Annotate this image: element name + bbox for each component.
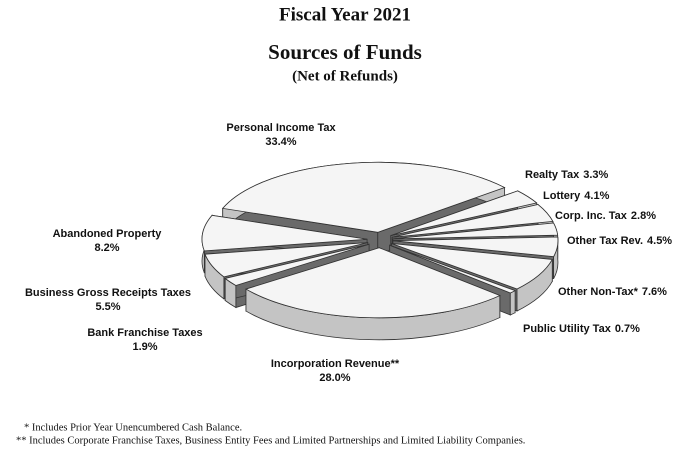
slice-label: Lottery (543, 190, 581, 202)
value-label: 8.2% (94, 242, 119, 254)
slice-label: Other Tax Rev. (567, 235, 643, 247)
slice-label: Bank Franchise Taxes (87, 327, 202, 339)
slice-label: Other Non-Tax* (558, 286, 639, 298)
chart-note: (Net of Refunds) (292, 68, 398, 84)
slice-label: Personal Income Tax (226, 122, 336, 134)
slice-label: Incorporation Revenue** (271, 358, 400, 370)
value-label: 0.7% (615, 323, 640, 335)
slice (221, 161, 506, 233)
value-label: 5.5% (95, 301, 120, 313)
slice-label: Realty Tax (525, 169, 580, 181)
slice-label: Corp. Inc. Tax (555, 210, 628, 222)
chart-subtitle: Sources of Funds (268, 40, 422, 64)
slice (204, 242, 368, 278)
slice (245, 247, 501, 319)
slice (392, 236, 559, 258)
value-label: 3.3% (583, 169, 608, 181)
slice (392, 222, 559, 240)
slice-label: Public Utility Tax (523, 323, 612, 335)
pie (201, 161, 559, 341)
labels: Personal Income Tax 33.4% Realty Tax 3.3%Lo… (25, 122, 672, 384)
chart-title: Fiscal Year 2021 (279, 4, 411, 25)
footnote: * Includes Prior Year Unencumbered Cash … (24, 422, 242, 433)
footnote: ** Includes Corporate Franchise Taxes, B… (16, 435, 525, 446)
slice (391, 243, 553, 290)
value-label: 4.5% (647, 235, 672, 247)
slice-wall (509, 290, 516, 316)
value-label: 33.4% (265, 136, 296, 148)
slice (201, 214, 368, 252)
slice (389, 244, 517, 294)
slice (392, 204, 554, 238)
value-label: 1.9% (132, 341, 157, 353)
slice (224, 243, 370, 286)
slice-label: Business Gross Receipts Taxes (25, 287, 191, 299)
slice (390, 190, 538, 237)
value-label: 7.6% (642, 286, 667, 298)
value-label: 4.1% (584, 190, 609, 202)
value-label: 28.0% (319, 372, 350, 384)
value-label: 2.8% (631, 210, 656, 222)
slice-label: Abandoned Property (53, 228, 163, 240)
